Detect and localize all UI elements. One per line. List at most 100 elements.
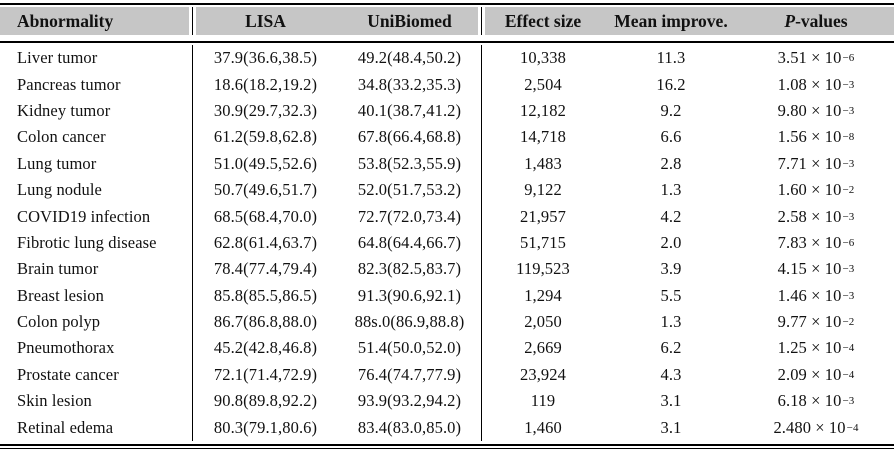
mean-improve-cell: 9.2: [660, 100, 682, 120]
p-value-base: 4.15 × 10: [777, 259, 842, 279]
unibiomed-cell: 49.2(48.4,50.2): [338, 45, 482, 72]
unibiomed-cell: 34.8(33.2,35.3): [338, 71, 482, 98]
mean-improve-cell: 6.6: [660, 127, 682, 147]
lisa-cell: 86.7(86.8,88.0): [213, 312, 318, 332]
table-row: Liver tumor 37.9(36.6,38.5) 49.2(48.4,50.2…: [0, 45, 894, 72]
lisa-cell: 62.8(61.4,63.7): [213, 232, 318, 252]
effect-size-cell: 23,924: [520, 364, 566, 384]
effect-size-cell: 2,669: [524, 338, 562, 358]
effect-size-cell: 10,338: [520, 48, 566, 68]
table-row: Colon polyp 86.7(86.8,88.0) 88s.0(86.9,88.…: [0, 308, 894, 336]
lisa-cell: 37.9(36.6,38.5): [213, 48, 318, 68]
p-value-cell: 9.80 × 10 −3: [777, 100, 855, 120]
p-value-cell: 1.46 × 10 −3: [777, 285, 855, 305]
p-value-base: 1.60 × 10: [777, 180, 842, 200]
column-header-label: -values: [795, 10, 848, 31]
table-row: Breast lesion 85.8(85.5,86.5) 91.3(90.6,92…: [0, 282, 894, 309]
table-row: Kidney tumor 30.9(29.7,32.3) 40.1(38.7,41.…: [0, 97, 894, 125]
table-body: Liver tumor 37.9(36.6,38.5) 49.2(48.4,50.2…: [0, 45, 894, 441]
table-row: Pneumothorax 45.2(42.8,46.8) 51.4(50.0,52.…: [0, 335, 894, 362]
bottom-rule-thick: [0, 443, 894, 446]
lisa-cell: 30.9(29.7,32.3): [213, 100, 318, 120]
mean-improve-cell: 11.3: [656, 48, 686, 68]
p-value-base: 7.71 × 10: [777, 153, 842, 173]
unibiomed-cell: 82.3(82.5,83.7): [338, 256, 482, 283]
unibiomed-cell: 67.8(66.4,68.8): [338, 124, 482, 151]
unibiomed-cell: 64.8(64.4,66.7): [338, 229, 482, 257]
lisa-cell: 18.6(18.2,19.2): [213, 74, 318, 94]
lisa-cell: 45.2(42.8,46.8): [213, 338, 318, 358]
abnormality-cell: Colon cancer: [0, 124, 193, 151]
column-header-unibiomed: UniBiomed: [338, 7, 482, 35]
p-value-base: 1.25 × 10: [777, 338, 842, 358]
lisa-cell: 90.8(89.8,92.2): [213, 391, 318, 411]
table-row: COVID19 infection 68.5(68.4,70.0) 72.7(72.…: [0, 203, 894, 230]
column-header-label: LISA: [245, 10, 286, 31]
p-value-cell: 9.77 × 10 −2: [777, 312, 855, 332]
p-value-base: 7.83 × 10: [777, 232, 842, 252]
effect-size-cell: 2,050: [524, 312, 562, 332]
abnormality-cell: Retinal edema: [0, 414, 193, 441]
abnormality-cell: Pneumothorax: [0, 335, 193, 362]
p-value-base: 2.58 × 10: [777, 206, 842, 226]
effect-size-cell: 21,957: [520, 206, 566, 226]
lisa-cell: 68.5(68.4,70.0): [213, 206, 318, 226]
mean-improve-cell: 6.2: [660, 338, 682, 358]
mean-improve-cell: 3.1: [660, 391, 682, 411]
p-value-cell: 6.18 × 10 −3: [777, 391, 855, 411]
table-row: Lung tumor 51.0(49.5,52.6) 53.8(52.3,55.9)…: [0, 150, 894, 177]
p-value-cell: 3.51 × 10 −6: [777, 48, 855, 68]
column-header-label: Mean improve.: [614, 10, 728, 31]
p-value-base: 6.18 × 10: [777, 391, 842, 411]
column-header-p-values: P -values: [738, 7, 894, 35]
mean-improve-cell: 16.2: [656, 74, 686, 94]
table-row: Prostate cancer 72.1(71.4,72.9) 76.4(74.7,…: [0, 361, 894, 389]
column-header-lisa: LISA: [193, 7, 338, 35]
p-value-base: 1.56 × 10: [777, 127, 842, 147]
p-value-cell: 1.60 × 10 −2: [777, 180, 855, 200]
unibiomed-cell: 91.3(90.6,92.1): [338, 282, 482, 309]
table-row: Fibrotic lung disease 62.8(61.4,63.7) 64.8…: [0, 229, 894, 257]
column-header-label-italic: P: [784, 10, 796, 31]
abnormality-cell: Brain tumor: [0, 256, 193, 283]
effect-size-cell: 1,460: [524, 417, 562, 437]
lisa-cell: 50.7(49.6,51.7): [213, 180, 318, 200]
lisa-cell: 78.4(77.4,79.4): [213, 259, 318, 279]
header-rule: [0, 41, 894, 43]
p-value-base: 9.80 × 10: [777, 100, 842, 120]
p-value-cell: 2.09 × 10 −4: [777, 364, 855, 384]
p-value-cell: 2.58 × 10 −3: [777, 206, 855, 226]
mean-improve-cell: 3.9: [660, 259, 682, 279]
abnormality-cell: Colon polyp: [0, 308, 193, 336]
unibiomed-cell: 52.0(51.7,53.2): [338, 176, 482, 204]
table-header: Abnormality LISA UniBiomed Effect size M…: [0, 7, 894, 35]
mean-improve-cell: 5.5: [660, 285, 682, 305]
p-value-cell: 1.25 × 10 −4: [777, 338, 855, 358]
p-value-cell: 1.56 × 10 −8: [777, 127, 855, 147]
effect-size-cell: 1,294: [524, 285, 562, 305]
column-header-effect-size: Effect size: [482, 7, 604, 35]
column-header-label: Effect size: [504, 10, 582, 31]
column-header-label: UniBiomed: [367, 10, 452, 31]
effect-size-cell: 9,122: [524, 180, 562, 200]
table-row: Retinal edema 80.3(79.1,80.6) 83.4(83.0,85…: [0, 414, 894, 441]
mean-improve-cell: 2.0: [660, 232, 682, 252]
p-value-base: 1.46 × 10: [777, 285, 842, 305]
effect-size-cell: 12,182: [520, 100, 566, 120]
unibiomed-cell: 53.8(52.3,55.9): [338, 150, 482, 177]
unibiomed-cell: 76.4(74.7,77.9): [338, 361, 482, 389]
mean-improve-cell: 1.3: [660, 180, 682, 200]
table-row: Lung nodule 50.7(49.6,51.7) 52.0(51.7,53.2…: [0, 176, 894, 204]
lisa-cell: 61.2(59.8,62.8): [213, 127, 318, 147]
p-value-base: 3.51 × 10: [777, 48, 842, 68]
column-header-abnormality: Abnormality: [0, 7, 193, 35]
abnormality-cell: Skin lesion: [0, 388, 193, 415]
top-rule: [0, 3, 894, 5]
p-value-cell: 2.480 × 10 −4: [773, 417, 859, 437]
p-value-base: 1.08 × 10: [777, 74, 842, 94]
p-value-base: 2.480 × 10: [773, 417, 846, 437]
column-header-label: Abnormality: [17, 10, 114, 31]
abnormality-cell: Prostate cancer: [0, 361, 193, 389]
lisa-cell: 85.8(85.5,86.5): [213, 285, 318, 305]
